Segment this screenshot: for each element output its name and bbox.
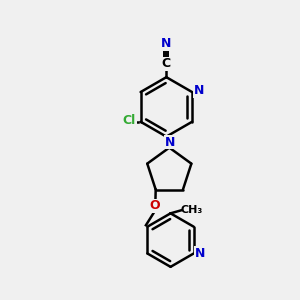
Text: CH₃: CH₃	[180, 206, 202, 215]
Text: N: N	[161, 37, 172, 50]
Text: N: N	[164, 136, 175, 149]
Text: C: C	[162, 57, 171, 70]
Text: N: N	[194, 84, 204, 97]
Text: O: O	[149, 200, 160, 212]
Text: Cl: Cl	[123, 114, 136, 127]
Text: N: N	[195, 247, 206, 260]
